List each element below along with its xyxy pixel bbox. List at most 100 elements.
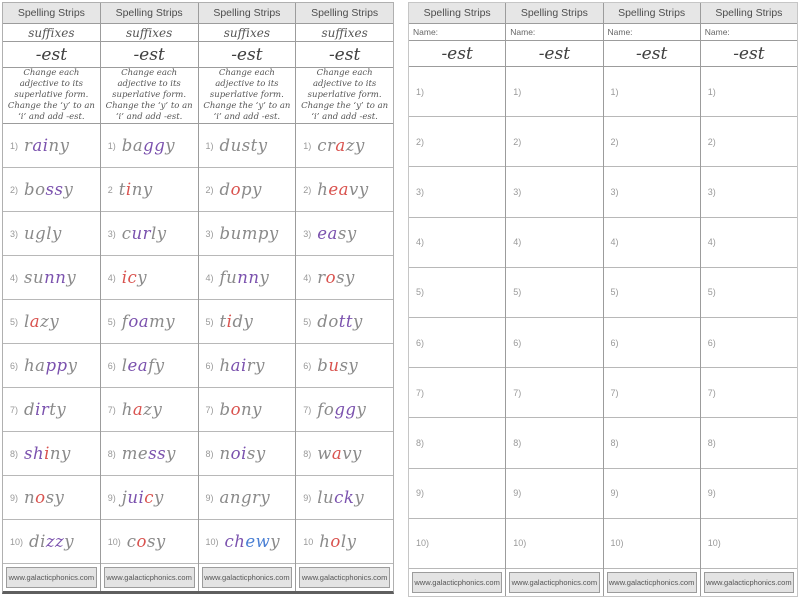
word-row: 7) foggy (296, 388, 393, 432)
word: dirty (24, 400, 66, 419)
blank-row[interactable]: 6) (700, 318, 797, 369)
word-segment: ss (45, 180, 64, 199)
blank-row[interactable]: 1) (506, 67, 603, 118)
blank-row[interactable]: 2) (506, 117, 603, 168)
name-field-label[interactable]: Name: (700, 24, 797, 41)
strip-instructions: Change each adjective to its superlative… (198, 68, 296, 124)
blank-row[interactable]: 7) (409, 368, 506, 419)
blank-row[interactable]: 8) (700, 418, 797, 469)
row-number: 3) (303, 228, 312, 239)
word-row: 8) messy (100, 432, 198, 476)
blank-row[interactable]: 9) (506, 469, 603, 519)
row-number: 5) (107, 316, 116, 327)
blank-row[interactable]: 7) (506, 368, 603, 419)
word-row: 10) chewy (198, 520, 296, 564)
blank-row[interactable]: 10) (409, 519, 506, 570)
blank-row[interactable]: 3) (409, 167, 506, 218)
blank-row[interactable]: 6) (506, 318, 603, 369)
word-row: 5) foamy (100, 300, 198, 344)
word-segment: ur (131, 224, 152, 243)
word-segment: gg (143, 136, 166, 155)
blank-row[interactable]: 10) (506, 519, 603, 570)
word-segment: r (24, 136, 33, 155)
row-number: 3) (205, 228, 214, 239)
word: rosy (317, 268, 355, 287)
blank-row[interactable]: 9) (700, 469, 797, 519)
blank-row[interactable]: 2) (603, 117, 700, 168)
website-footer: www.galacticphonics.com (103, 567, 195, 588)
spelling-strip-blank: Spelling Strips Name: -est 1) 2) 3) 4) 5) 6) 7) 8)… (603, 3, 701, 596)
word-segment: h (219, 356, 231, 375)
word-segment: d (219, 180, 231, 199)
row-number: 2) (205, 184, 214, 195)
blank-row[interactable]: 3) (603, 167, 700, 218)
word-segment: o (230, 180, 242, 199)
row-number: 4) (205, 272, 214, 283)
blank-row[interactable]: 3) (700, 167, 797, 218)
word-segment: fy (148, 356, 165, 375)
word: icy (122, 268, 147, 287)
word: cosy (127, 532, 166, 551)
blank-row[interactable]: 9) (603, 469, 700, 519)
row-number: 1) (10, 140, 19, 151)
blank-row[interactable]: 4) (506, 218, 603, 268)
row-number: 2 (107, 184, 113, 195)
blank-row[interactable]: 6) (409, 318, 506, 369)
blank-row[interactable]: 5) (603, 268, 700, 319)
blank-row[interactable]: 8) (603, 418, 700, 469)
worksheet-page-blank: Spelling Strips Name: -est 1) 2) 3) 4) 5) 6) 7) 8)… (408, 2, 798, 597)
word-segment: ry (246, 356, 265, 375)
blank-row[interactable]: 5) (700, 268, 797, 319)
blank-row[interactable]: 5) (409, 268, 506, 319)
blank-row[interactable]: 10) (603, 519, 700, 570)
name-field-label[interactable]: Name: (506, 24, 603, 41)
blank-row[interactable]: 1) (603, 67, 700, 118)
row-number: 7) (107, 404, 116, 415)
word-segment: i (44, 444, 50, 463)
blank-row[interactable]: 8) (506, 418, 603, 469)
word-segment: sy (337, 224, 357, 243)
word-segment: l (24, 312, 30, 331)
row-number: 4) (303, 272, 312, 283)
row-number: 3) (416, 187, 425, 197)
blank-row[interactable]: 2) (409, 117, 506, 168)
row-number: 7) (303, 404, 312, 415)
name-field-label[interactable]: Name: (603, 24, 700, 41)
word: bossy (24, 180, 73, 199)
row-number: 3) (610, 187, 619, 197)
website-footer: www.galacticphonics.com (201, 567, 293, 588)
word-row: 2) bossy (3, 168, 100, 212)
blank-row[interactable]: 9) (409, 469, 506, 519)
blank-row[interactable]: 3) (506, 167, 603, 218)
blank-row[interactable]: 2) (700, 117, 797, 168)
word-row: 1) dusty (198, 124, 296, 168)
blank-row[interactable]: 6) (603, 318, 700, 369)
word-row: 3) curly (100, 212, 198, 256)
blank-row[interactable]: 1) (700, 67, 797, 118)
footer-area: www.galacticphonics.com (409, 569, 505, 596)
word: bony (220, 400, 262, 419)
row-number: 7) (205, 404, 214, 415)
blank-row[interactable]: 4) (603, 218, 700, 268)
blank-row[interactable]: 1) (409, 67, 506, 118)
blank-row[interactable]: 4) (409, 218, 506, 268)
strip-title: Spelling Strips (296, 3, 393, 24)
blank-row[interactable]: 4) (700, 218, 797, 268)
word-row: 9) juicy (100, 476, 198, 520)
word-segment: y (137, 268, 148, 287)
word: rainy (24, 136, 69, 155)
blank-row[interactable]: 8) (409, 418, 506, 469)
row-number: 3) (707, 187, 716, 197)
strip-subheader: suffixes (198, 24, 296, 42)
blank-row[interactable]: 7) (700, 368, 797, 419)
word-segment: ny (48, 136, 70, 155)
word-row: 5) lazy (3, 300, 100, 344)
suffix-label: -est (296, 42, 393, 68)
blank-row[interactable]: 10) (700, 519, 797, 570)
blank-row[interactable]: 7) (603, 368, 700, 419)
name-field-label[interactable]: Name: (409, 24, 506, 41)
word: funny (220, 268, 270, 287)
suffix-label: -est (198, 42, 296, 68)
blank-row[interactable]: 5) (506, 268, 603, 319)
word-segment: ny (241, 400, 262, 419)
